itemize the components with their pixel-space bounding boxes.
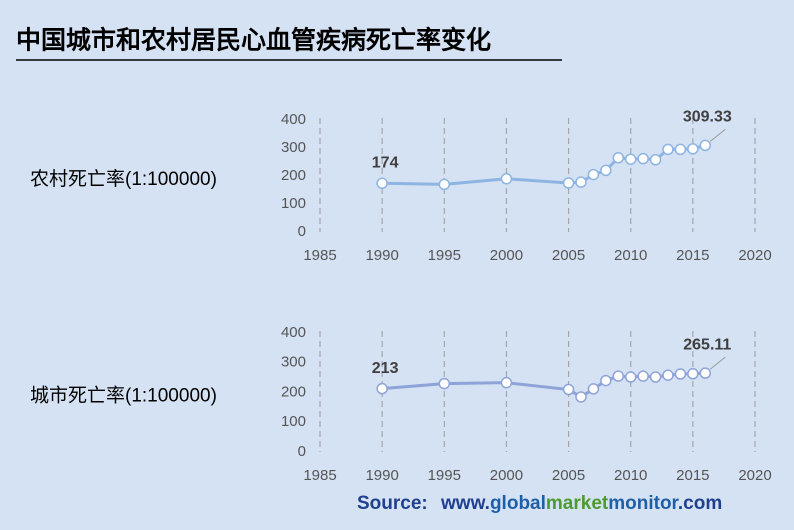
data-point (687, 143, 699, 155)
y-axis-label: 城市死亡率(1:100000) (30, 385, 217, 407)
data-label: 174 (372, 154, 399, 171)
data-point (674, 368, 687, 380)
x-tick-label: 2005 (552, 247, 585, 264)
data-point (376, 177, 388, 190)
data-point (562, 383, 575, 396)
x-tick-label: 2000 (490, 247, 523, 264)
y-tick-label: 0 (298, 443, 306, 460)
data-point (699, 367, 712, 379)
data-point (612, 370, 625, 382)
x-tick-label: 2020 (738, 467, 771, 484)
data-label: 309.33 (683, 109, 732, 126)
data-point (500, 173, 513, 185)
x-tick-label: 2015 (676, 247, 709, 264)
y-tick-label: 100 (281, 413, 306, 430)
data-label: 265.11 (683, 336, 731, 353)
data-point (562, 177, 575, 189)
data-point (687, 368, 699, 380)
x-tick-label: 1985 (303, 467, 336, 484)
data-point (662, 369, 674, 381)
y-tick-label: 200 (281, 167, 306, 184)
data-point (699, 139, 712, 152)
label-leader (709, 128, 726, 142)
data-point (587, 383, 600, 395)
chart-title: 中国城市和农村居民心血管疾病死亡率变化 (16, 26, 491, 55)
data-point (674, 143, 687, 156)
y-tick-label: 0 (298, 223, 306, 240)
data-point (612, 152, 625, 164)
y-axis-label: 农村死亡率(1:100000) (30, 168, 217, 190)
x-tick-label: 2015 (676, 467, 709, 484)
x-tick-label: 2020 (738, 247, 771, 264)
data-point (637, 370, 649, 382)
data-point (587, 168, 600, 181)
data-point (624, 371, 637, 383)
data-point (624, 153, 637, 165)
source: Source: www.globalmarketmonitor.com (357, 493, 722, 514)
y-tick-label: 200 (281, 383, 306, 400)
data-point (376, 382, 388, 395)
data-point (600, 374, 612, 387)
data-point (500, 376, 513, 389)
data-label: 213 (372, 360, 399, 377)
x-tick-label: 1985 (303, 247, 336, 264)
source-market: market (546, 493, 609, 514)
data-point (438, 377, 451, 390)
source-global: global (490, 493, 546, 514)
x-tick-label: 2000 (490, 467, 523, 484)
source-com: .com (678, 493, 722, 514)
x-tick-label: 1990 (365, 467, 398, 484)
y-tick-label: 400 (281, 111, 306, 128)
data-point (438, 178, 451, 191)
x-tick-label: 2005 (552, 467, 585, 484)
data-point (649, 371, 662, 383)
y-tick-label: 400 (281, 324, 306, 341)
data-point (637, 152, 649, 165)
data-point (600, 164, 612, 177)
data-point (649, 154, 662, 166)
x-tick-label: 1995 (428, 247, 461, 264)
source-prefix: Source: (357, 493, 428, 514)
data-point (575, 176, 587, 188)
source-monitor: monitor (608, 493, 679, 514)
data-point (575, 391, 587, 403)
data-point (662, 143, 674, 156)
x-tick-label: 1990 (365, 247, 398, 264)
y-tick-label: 300 (281, 354, 306, 371)
x-tick-label: 1995 (428, 467, 461, 484)
y-tick-label: 100 (281, 195, 306, 212)
source-www: www. (440, 493, 490, 514)
x-tick-label: 2010 (614, 247, 647, 264)
y-tick-label: 300 (281, 139, 306, 156)
x-tick-label: 2010 (614, 467, 647, 484)
label-leader (709, 356, 726, 370)
